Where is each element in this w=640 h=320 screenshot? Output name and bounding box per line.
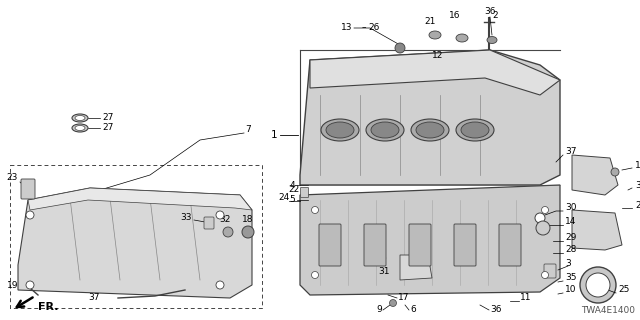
Text: 1: 1 — [270, 130, 277, 140]
Text: 34: 34 — [635, 180, 640, 189]
Text: 25: 25 — [618, 285, 629, 294]
Circle shape — [541, 206, 548, 213]
Circle shape — [535, 213, 545, 223]
Ellipse shape — [75, 116, 85, 121]
Ellipse shape — [429, 31, 441, 39]
Text: 35: 35 — [565, 274, 577, 283]
FancyBboxPatch shape — [319, 224, 341, 266]
Polygon shape — [28, 188, 252, 210]
Text: 20: 20 — [635, 201, 640, 210]
Circle shape — [611, 168, 619, 176]
Text: 32: 32 — [220, 215, 230, 225]
Circle shape — [242, 226, 254, 238]
Text: 22: 22 — [289, 186, 300, 195]
Circle shape — [586, 273, 610, 297]
FancyBboxPatch shape — [409, 224, 431, 266]
Text: 17: 17 — [398, 293, 410, 302]
Ellipse shape — [75, 125, 85, 131]
Circle shape — [390, 300, 397, 307]
Polygon shape — [300, 50, 560, 185]
Ellipse shape — [416, 122, 444, 138]
Ellipse shape — [326, 122, 354, 138]
Text: 13: 13 — [340, 23, 352, 33]
FancyBboxPatch shape — [204, 217, 214, 229]
FancyBboxPatch shape — [301, 188, 308, 197]
Text: 7: 7 — [245, 125, 251, 134]
Text: FR.: FR. — [38, 302, 58, 312]
Text: 2: 2 — [492, 12, 498, 20]
Text: 29: 29 — [565, 234, 577, 243]
Text: 19: 19 — [6, 281, 18, 290]
Circle shape — [395, 43, 405, 53]
Text: 33: 33 — [180, 212, 192, 221]
Ellipse shape — [411, 119, 449, 141]
Text: 10: 10 — [565, 285, 577, 294]
FancyBboxPatch shape — [364, 224, 386, 266]
Ellipse shape — [72, 114, 88, 122]
Text: 8: 8 — [380, 253, 386, 262]
Text: 21: 21 — [424, 18, 436, 27]
Text: 3: 3 — [565, 259, 571, 268]
Ellipse shape — [366, 119, 404, 141]
Circle shape — [536, 221, 550, 235]
Text: 36: 36 — [484, 7, 496, 17]
Text: 28: 28 — [565, 245, 577, 254]
Circle shape — [26, 211, 34, 219]
Text: 6: 6 — [410, 306, 416, 315]
Text: 36: 36 — [490, 306, 502, 315]
Text: 16: 16 — [449, 12, 461, 20]
Text: 24: 24 — [279, 194, 290, 203]
Text: 18: 18 — [243, 215, 253, 225]
Polygon shape — [300, 185, 560, 295]
Ellipse shape — [72, 124, 88, 132]
Ellipse shape — [487, 36, 497, 44]
Text: 9: 9 — [376, 306, 382, 315]
Text: 26: 26 — [368, 23, 380, 33]
Text: 31: 31 — [378, 268, 390, 276]
FancyBboxPatch shape — [454, 224, 476, 266]
Text: TWA4E1400: TWA4E1400 — [581, 306, 635, 315]
Text: 27: 27 — [102, 124, 113, 132]
Polygon shape — [400, 255, 432, 280]
Text: 11: 11 — [520, 293, 531, 302]
FancyBboxPatch shape — [499, 224, 521, 266]
Circle shape — [26, 281, 34, 289]
Polygon shape — [572, 155, 618, 195]
Text: 30: 30 — [565, 204, 577, 212]
FancyBboxPatch shape — [544, 264, 556, 278]
Ellipse shape — [456, 119, 494, 141]
Polygon shape — [572, 210, 622, 250]
Circle shape — [216, 211, 224, 219]
Text: 27: 27 — [102, 114, 113, 123]
Circle shape — [580, 267, 616, 303]
Ellipse shape — [371, 122, 399, 138]
Circle shape — [223, 227, 233, 237]
Text: 14: 14 — [565, 218, 577, 227]
Text: 15: 15 — [635, 161, 640, 170]
Text: 5: 5 — [289, 196, 295, 204]
Text: 4: 4 — [289, 180, 295, 189]
Circle shape — [541, 271, 548, 278]
Text: 37: 37 — [88, 292, 100, 301]
Text: 23: 23 — [6, 173, 18, 182]
Polygon shape — [18, 188, 252, 298]
Polygon shape — [310, 50, 560, 95]
Circle shape — [312, 271, 319, 278]
FancyBboxPatch shape — [21, 179, 35, 199]
Ellipse shape — [461, 122, 489, 138]
Circle shape — [312, 206, 319, 213]
Ellipse shape — [456, 34, 468, 42]
Circle shape — [216, 281, 224, 289]
Text: 12: 12 — [432, 51, 444, 60]
Text: –: – — [362, 23, 367, 33]
Ellipse shape — [321, 119, 359, 141]
Text: 37: 37 — [565, 148, 577, 156]
